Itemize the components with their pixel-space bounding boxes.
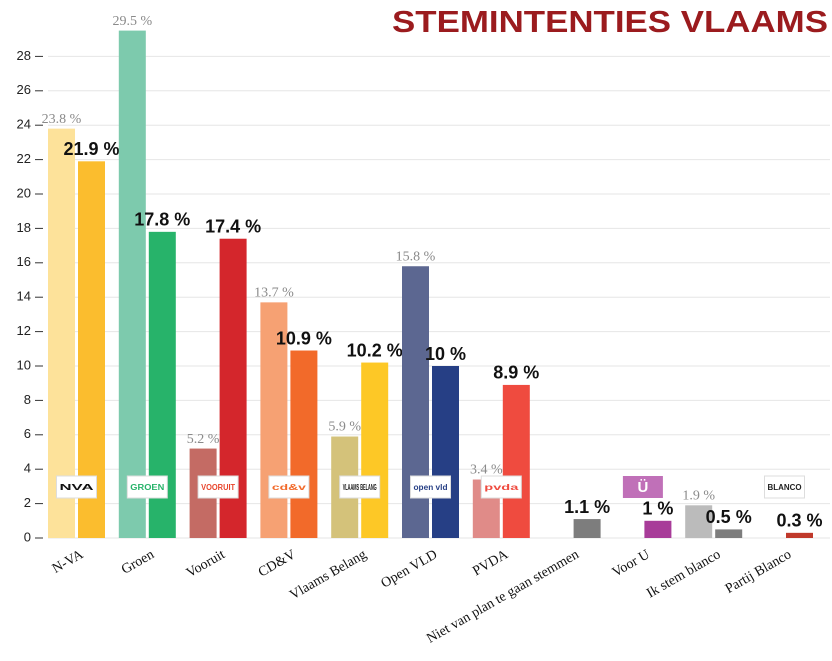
bar <box>573 519 601 538</box>
logo-text: GROEN <box>130 483 164 492</box>
y-tick-label: 10 <box>17 357 31 372</box>
x-tick-label: Groen <box>119 547 157 577</box>
logo-text: Ü <box>637 479 648 496</box>
logo-text: VOORUIT <box>201 483 235 492</box>
value-label: 29.5 % <box>112 14 152 29</box>
bar <box>290 350 318 538</box>
value-label: 5.2 % <box>187 432 220 447</box>
value-label: 13.7 % <box>254 286 294 301</box>
bar <box>361 362 389 538</box>
y-tick-label: 4 <box>24 461 31 476</box>
x-tick-label: CD&V <box>256 547 299 580</box>
bar <box>715 529 743 538</box>
logo-box <box>410 475 451 499</box>
logo-box <box>622 476 663 498</box>
bar <box>48 128 75 538</box>
chart-title: STEMINTENTIES VLAAMS <box>392 4 828 39</box>
value-label: 1.9 % <box>682 489 715 504</box>
bar <box>502 384 530 538</box>
y-tick-label: 28 <box>17 48 31 63</box>
value-label: 1 % <box>642 499 673 519</box>
y-tick-label: 14 <box>17 289 31 304</box>
x-tick-label: PVDA <box>470 547 511 579</box>
bar <box>786 532 813 538</box>
logo-box <box>56 475 97 499</box>
y-tick-label: 24 <box>17 117 31 132</box>
logo-text: open vld <box>414 483 448 492</box>
value-label: 0.5 % <box>706 507 752 527</box>
logo-box <box>339 475 381 499</box>
y-tick-label: 0 <box>24 529 31 544</box>
value-label: 15.8 % <box>396 249 436 264</box>
y-tick-label: 6 <box>24 426 31 441</box>
value-label: 3.4 % <box>470 463 503 478</box>
value-label: 10.2 % <box>347 340 403 360</box>
logo-box <box>268 475 310 499</box>
y-tick-label: 26 <box>17 82 31 97</box>
x-tick-label: Partij Blanco <box>723 547 794 597</box>
logo-box <box>480 475 522 499</box>
y-tick-label: 2 <box>24 495 31 510</box>
value-label: 17.8 % <box>134 210 190 230</box>
logo-text: pvda <box>484 483 519 492</box>
logo-box <box>126 475 168 499</box>
logo-text: VLAAMS BELANG <box>343 483 377 492</box>
logo-text: BLANCO <box>768 483 802 492</box>
value-label: 10 % <box>425 344 466 364</box>
value-label: 10.9 % <box>276 328 332 348</box>
logo-text: NVA <box>60 483 94 492</box>
value-label: 8.9 % <box>493 363 539 383</box>
x-tick-label: N-VA <box>50 547 87 577</box>
logo-text: cd&v <box>272 483 307 492</box>
value-label: 23.8 % <box>42 112 82 127</box>
value-label: 5.9 % <box>328 420 361 435</box>
bar <box>118 30 146 538</box>
logo-box <box>197 475 239 499</box>
logo-box <box>764 475 805 499</box>
x-tick-label: Vlaams Belang <box>287 547 369 603</box>
bar <box>644 520 672 538</box>
bar <box>78 161 105 538</box>
y-tick-label: 12 <box>17 323 31 338</box>
bar <box>260 302 288 538</box>
x-tick-label: Ik stem blanco <box>644 547 723 601</box>
value-label: 0.3 % <box>776 511 822 531</box>
value-label: 21.9 % <box>63 139 119 159</box>
y-tick-label: 20 <box>17 185 31 200</box>
x-tick-label: Open VLD <box>379 547 440 591</box>
bar <box>685 505 713 538</box>
value-label: 17.4 % <box>205 216 261 236</box>
value-label: 1.1 % <box>564 497 610 517</box>
y-tick-label: 18 <box>17 220 31 235</box>
x-tick-label: Vooruit <box>184 547 228 581</box>
x-tick-label: Voor U <box>610 547 653 580</box>
y-tick-label: 8 <box>24 392 31 407</box>
y-tick-label: 16 <box>17 254 31 269</box>
bar <box>432 366 459 538</box>
y-tick-label: 22 <box>17 151 31 166</box>
